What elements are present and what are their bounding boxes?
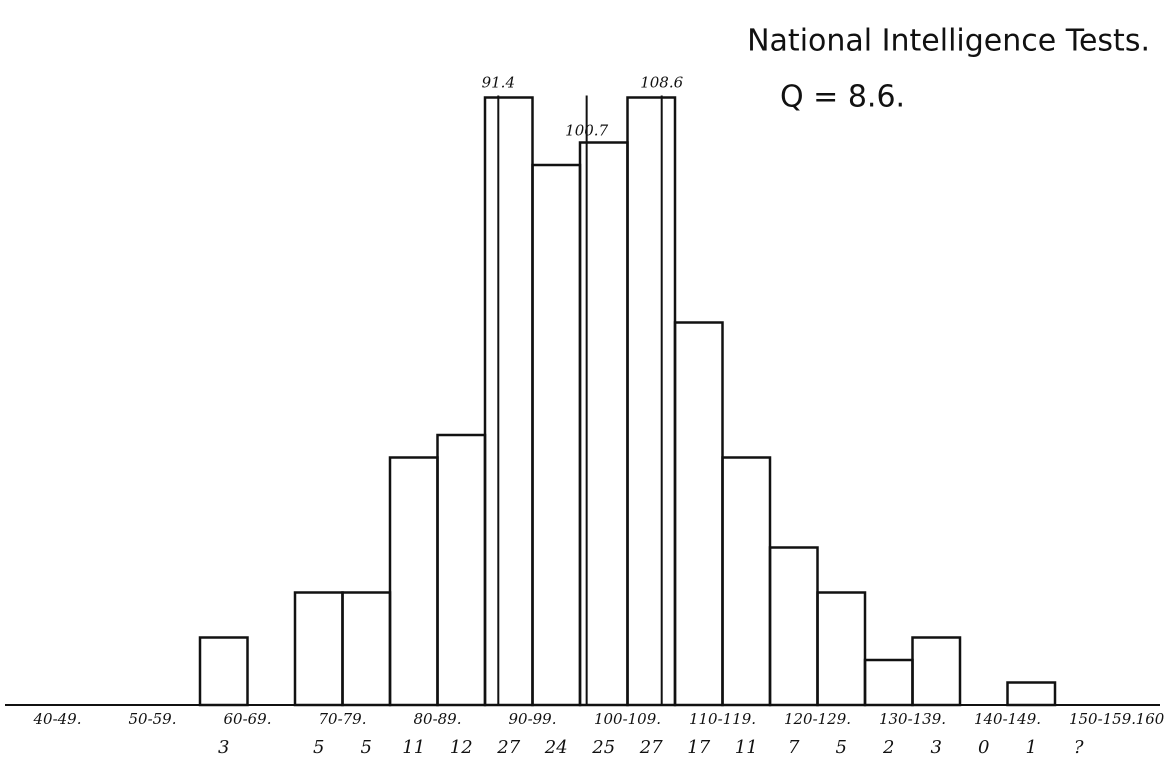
- count-label: 24: [544, 737, 568, 758]
- x-tick-label: 80-89.: [413, 710, 461, 728]
- count-label: ?: [1074, 737, 1084, 758]
- chart-subtitle: Q = 8.6.: [780, 80, 905, 115]
- count-label: 27: [639, 737, 663, 758]
- bar: [768, 546, 819, 707]
- count-label: 5: [361, 737, 372, 758]
- x-tick-label: 100-109.: [594, 710, 661, 728]
- x-tick-label: 60-69.: [223, 710, 271, 728]
- x-tick-label: 90-99.: [508, 710, 556, 728]
- bar: [626, 96, 677, 707]
- bar: [531, 163, 582, 707]
- bar: [911, 636, 962, 707]
- x-tick-label: 140-149.: [974, 710, 1041, 728]
- bar: [341, 591, 392, 707]
- count-label: 2: [882, 737, 894, 758]
- bar: [1006, 681, 1057, 707]
- count-label: 3: [218, 737, 229, 758]
- x-tick-label: 50-59.: [128, 710, 176, 728]
- x-tick-label: 40-49.: [32, 710, 81, 728]
- count-label: 0: [978, 737, 989, 758]
- x-tick-label: 70-79.: [318, 710, 366, 728]
- bar: [198, 636, 249, 707]
- count-label: 3: [931, 737, 942, 758]
- count-label: 27: [496, 737, 520, 758]
- bar: [721, 456, 772, 707]
- count-label: 5: [313, 737, 324, 758]
- bar: [483, 96, 534, 707]
- x-tick-label: 120-129.: [784, 710, 851, 728]
- count-label: 7: [788, 737, 800, 758]
- marker-label: 100.7: [565, 122, 608, 140]
- bar: [673, 321, 724, 707]
- x-tick-label: 150-159.: [1069, 710, 1136, 728]
- marker-label: 91.4: [482, 74, 515, 92]
- count-label: 11: [735, 737, 758, 758]
- count-label: 5: [836, 737, 847, 758]
- count-label: 1: [1026, 737, 1037, 758]
- bar: [388, 456, 439, 707]
- count-label: 11: [402, 737, 425, 758]
- x-tick-label: 160: [1136, 710, 1165, 728]
- marker-label: 108.6: [640, 74, 683, 92]
- count-label: 25: [591, 737, 615, 758]
- bar: [816, 591, 867, 707]
- count-label: 17: [687, 737, 710, 758]
- bar: [436, 433, 487, 707]
- x-tick-label: 130-139.: [879, 710, 946, 728]
- bar: [863, 658, 914, 707]
- bar: [293, 591, 344, 707]
- count-label: 12: [450, 737, 473, 758]
- x-tick-label: 110-119.: [689, 710, 756, 728]
- chart-title: National Intelligence Tests.: [747, 24, 1150, 59]
